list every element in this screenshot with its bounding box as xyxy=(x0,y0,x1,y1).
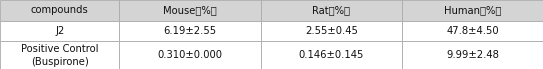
Text: Rat（%）: Rat（%） xyxy=(312,5,350,15)
Bar xyxy=(402,21,543,41)
Bar xyxy=(402,0,543,21)
Text: Mouse（%）: Mouse（%） xyxy=(163,5,217,15)
Text: 2.55±0.45: 2.55±0.45 xyxy=(305,26,358,36)
Text: 9.99±2.48: 9.99±2.48 xyxy=(446,50,499,60)
Bar xyxy=(119,0,261,21)
Text: compounds: compounds xyxy=(31,5,89,15)
Text: J2: J2 xyxy=(55,26,65,36)
Bar xyxy=(261,0,402,21)
Text: Human（%）: Human（%） xyxy=(444,5,501,15)
Bar xyxy=(402,41,543,69)
Text: 0.310±0.000: 0.310±0.000 xyxy=(157,50,223,60)
Text: 0.146±0.145: 0.146±0.145 xyxy=(299,50,364,60)
Bar xyxy=(0,41,119,69)
Text: Positive Control
(Buspirone): Positive Control (Buspirone) xyxy=(21,44,98,67)
Bar xyxy=(261,21,402,41)
Bar xyxy=(0,21,119,41)
Bar xyxy=(261,41,402,69)
Bar xyxy=(0,0,119,21)
Text: 6.19±2.55: 6.19±2.55 xyxy=(163,26,217,36)
Bar xyxy=(119,41,261,69)
Text: 47.8±4.50: 47.8±4.50 xyxy=(446,26,498,36)
Bar xyxy=(119,21,261,41)
